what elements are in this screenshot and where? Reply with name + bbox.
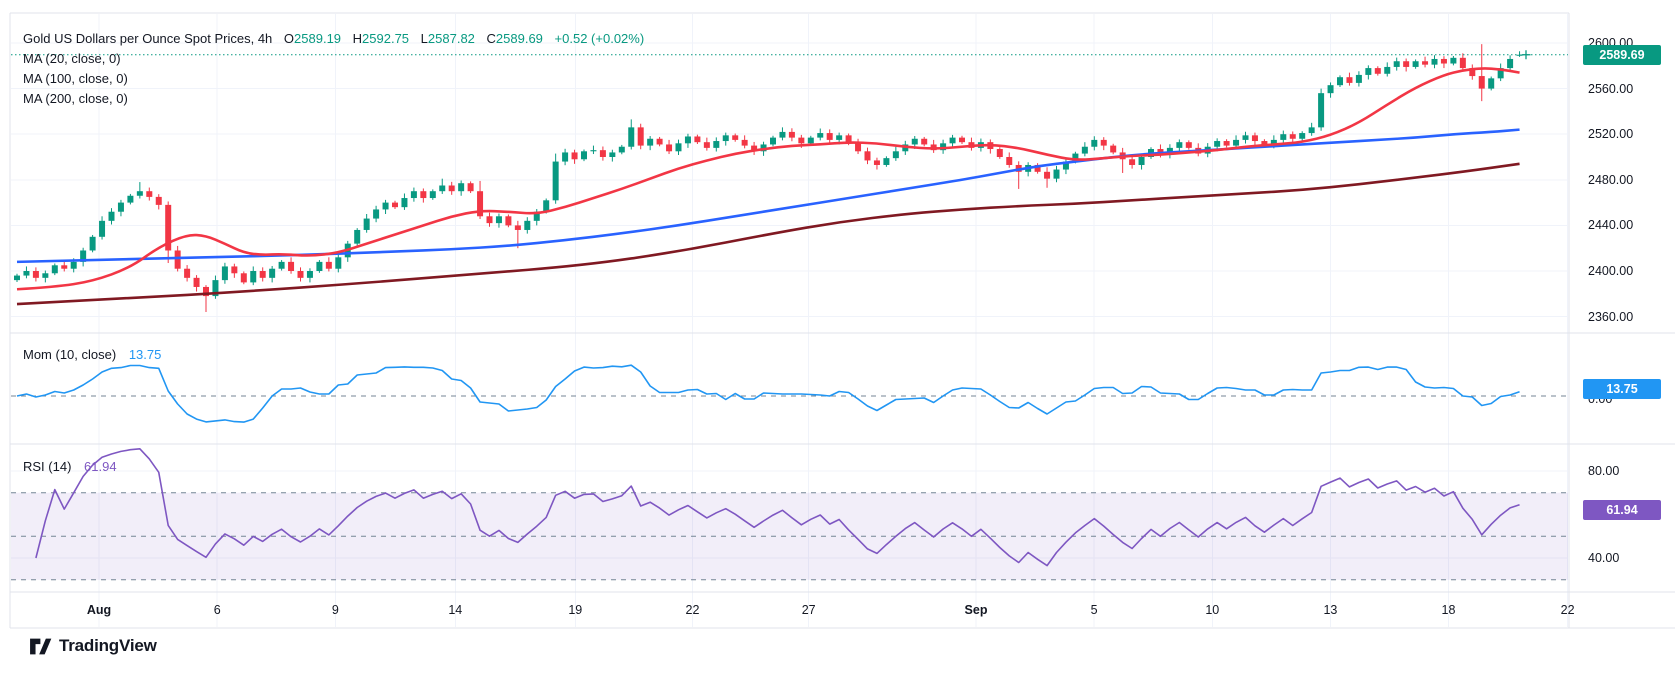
rsi-tick-label: 40.00: [1588, 551, 1620, 565]
ma20-legend[interactable]: MA (20, close, 0): [23, 51, 121, 66]
ohlc-open: O2589.19: [283, 31, 342, 46]
time-tick-label: 22: [685, 603, 700, 617]
ohlc-close: C2589.69: [486, 31, 543, 46]
ma-100-line: [16, 128, 1520, 264]
time-tick-label: 5: [1090, 603, 1098, 617]
tradingview-wordmark: TradingView: [59, 636, 157, 655]
tradingview-glyph-icon: [30, 638, 52, 654]
price-change: +0.52 (+0.02%): [554, 31, 645, 46]
price-tick-label: 2360.00: [1588, 309, 1634, 324]
ohlc-high: H2592.75: [352, 31, 410, 46]
momentum-badge: 13.75: [1583, 379, 1661, 399]
tradingview-logo[interactable]: TradingView: [30, 636, 157, 656]
price-tick-label: 2400.00: [1588, 264, 1634, 278]
price-tick-label: 2440.00: [1588, 218, 1634, 233]
time-tick-label: 13: [1323, 603, 1338, 617]
price-line-plus-icon: [1521, 50, 1531, 60]
momentum-line: [16, 364, 1520, 423]
momentum-value: 13.75: [128, 347, 162, 362]
rsi-line: [35, 447, 1520, 567]
ma200-legend[interactable]: MA (200, close, 0): [23, 91, 128, 106]
rsi-legend[interactable]: RSI (14) 61.94: [23, 459, 117, 474]
rsi-value: 61.94: [84, 459, 117, 474]
time-tick-label: 14: [448, 603, 463, 617]
price-tick-label: 2480.00: [1588, 172, 1634, 187]
symbol-title: Gold US Dollars per Ounce Spot Prices, 4…: [23, 31, 273, 46]
time-tick-label: Sep: [964, 603, 988, 617]
price-tick-label: 2520.00: [1588, 127, 1634, 142]
time-tick-label: Aug: [86, 603, 112, 617]
momentum-legend[interactable]: Mom (10, close) 13.75: [23, 347, 162, 362]
time-tick-label: 6: [213, 603, 221, 617]
time-tick-label: 18: [1441, 603, 1456, 617]
rsi-badge: 61.94: [1583, 500, 1661, 520]
rsi-tick-label: 80.00: [1588, 464, 1620, 478]
ma-20-line: [16, 67, 1520, 291]
price-tick-label: 2560.00: [1588, 81, 1634, 96]
time-tick-label: 22: [1560, 603, 1575, 617]
ma-200-line: [16, 162, 1520, 306]
time-tick-label: 10: [1205, 603, 1220, 617]
candlestick-series: [14, 44, 1523, 313]
time-tick-label: 9: [331, 603, 339, 617]
price-pane-legend[interactable]: Gold US Dollars per Ounce Spot Prices, 4…: [23, 31, 644, 47]
ma100-legend[interactable]: MA (100, close, 0): [23, 71, 128, 86]
ohlc-low: L2587.82: [420, 31, 475, 46]
last-price-badge: 2589.69: [1583, 44, 1661, 65]
time-tick-label: 27: [801, 603, 816, 617]
time-tick-label: 19: [568, 603, 583, 617]
